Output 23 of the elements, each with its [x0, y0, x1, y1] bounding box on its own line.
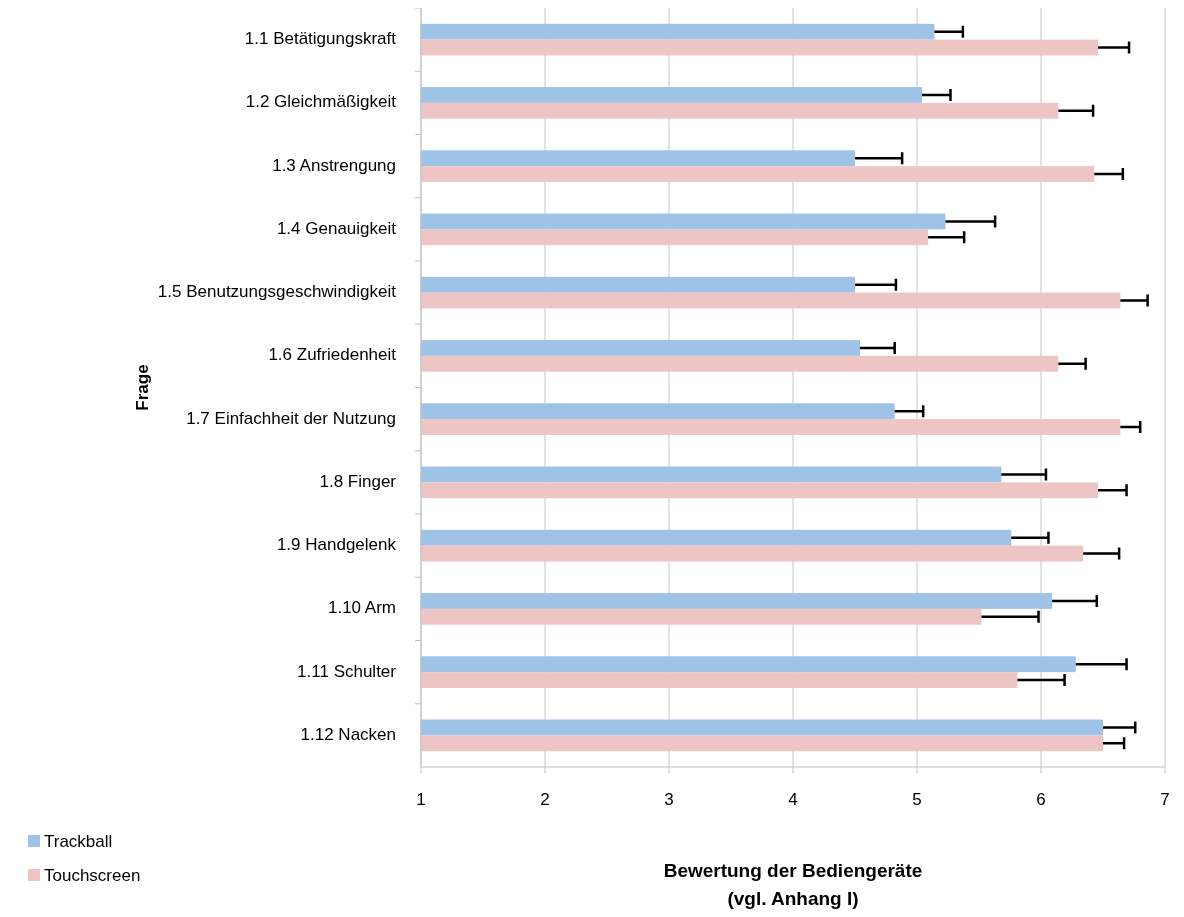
y-tick-label: 1.4 Genauigkeit — [276, 218, 397, 238]
y-tick-label: 1.1 Betätigungskraft — [244, 29, 397, 49]
y-tick-label: 1.9 Handgelenk — [276, 535, 397, 555]
y-tick-label: 1.7 Einfachheit der Nutzung — [186, 408, 396, 428]
legend-label: Touchscreen — [44, 866, 141, 885]
x-tick-label: 5 — [912, 790, 922, 809]
y-tick-label: 1.6 Zufriedenheit — [268, 345, 397, 365]
x-axis-title: Bewertung der Bediengeräte (vgl. Anhang I) — [663, 860, 923, 909]
legend-label: Trackball — [44, 832, 113, 851]
x-tick-label: 3 — [664, 790, 674, 809]
x-tick-label: 7 — [1160, 790, 1170, 809]
y-axis-title: Frage — [133, 364, 152, 411]
y-tick-label: 1.11 Schulter — [297, 661, 397, 681]
y-tick-label: 1.5 Benutzungsgeschwindigkeit — [157, 282, 397, 302]
y-tick-label: 1.10 Arm — [327, 598, 396, 618]
y-tick-label: 1.3 Anstrengung — [272, 155, 396, 175]
y-tick-label: 1.2 Gleichmäßigkeit — [245, 92, 397, 112]
x-tick-label: 6 — [1036, 790, 1046, 809]
x-tick-label: 1 — [416, 790, 426, 809]
x-tick-label: 2 — [540, 790, 550, 809]
y-tick-label: 1.8 Finger — [319, 471, 397, 491]
x-tick-label: 4 — [788, 790, 798, 809]
y-tick-label: 1.12 Nacken — [300, 724, 396, 744]
